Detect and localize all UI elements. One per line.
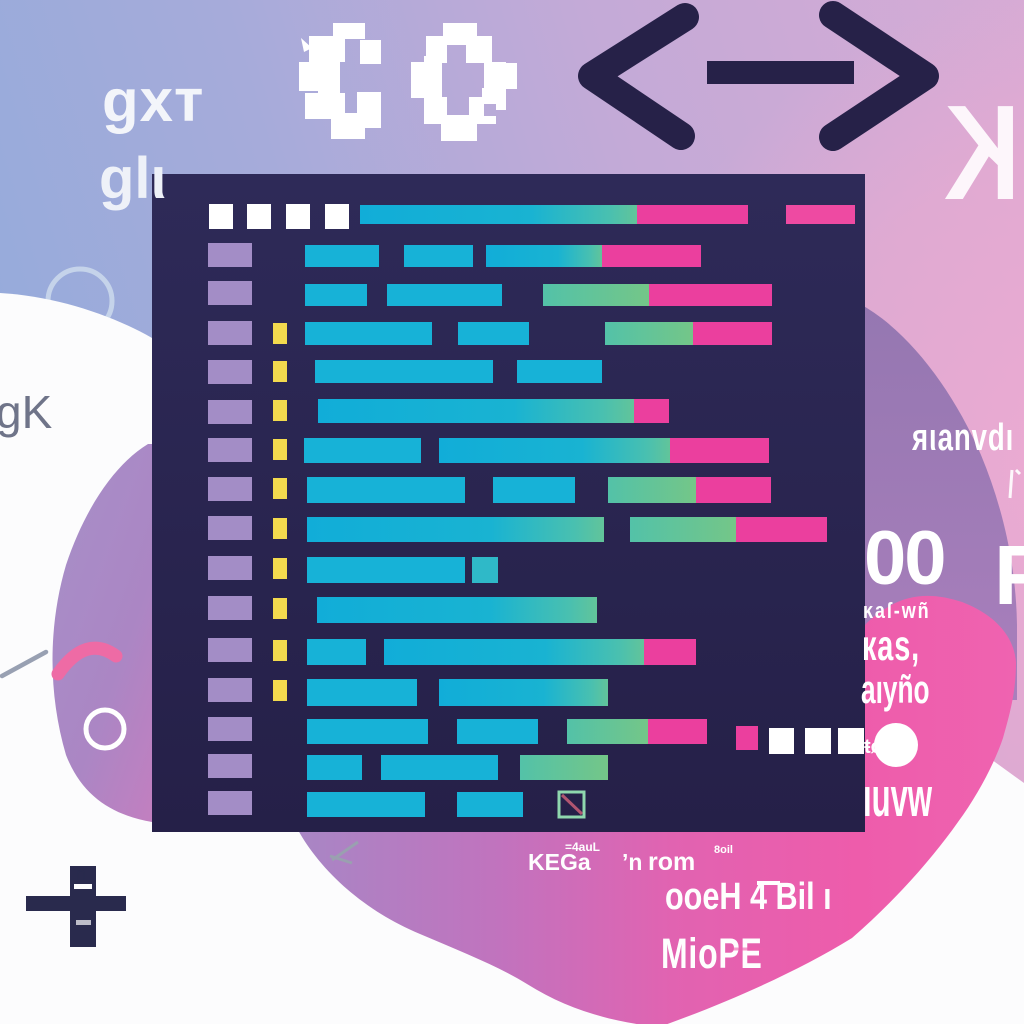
svg-text:aıyño: aıyño (861, 668, 930, 713)
svg-text:кas,: кas, (862, 621, 920, 669)
svg-text:glι: glι (99, 146, 167, 211)
svg-text:ĸaſ-wñ: ĸaſ-wñ (863, 599, 931, 623)
svg-text:ʼn: ʼn (622, 849, 642, 875)
svg-text:00: 00 (864, 516, 945, 601)
svg-text:=4auL: =4auL (565, 840, 600, 854)
svg-text:gK: gK (0, 386, 53, 438)
svg-text:ooeH 4 Bil ı: ooeH 4 Bil ı (665, 876, 832, 918)
svg-text:K: K (944, 76, 1020, 228)
svg-text:яιanvdı: яιanvdı (911, 417, 1014, 459)
svg-text:ʼn: ʼn (72, 864, 86, 884)
svg-text:8oil: 8oil (714, 844, 733, 856)
svg-text:ŧøŵł: ŧøŵł (864, 736, 904, 758)
svg-text:gxт: gxт (102, 67, 204, 134)
svg-text:KEGa: KEGa (528, 849, 591, 875)
svg-text:ıuvw: ıuvw (863, 768, 932, 828)
svg-text:rom: rom (648, 848, 695, 876)
svg-text:P: P (994, 528, 1024, 622)
svg-text:MioPE: MioPE (661, 930, 763, 978)
